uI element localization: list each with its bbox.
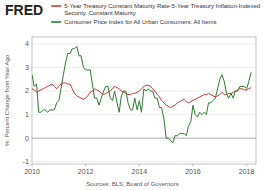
- grid-line: [32, 114, 256, 115]
- y-tick-label: -1: [23, 158, 29, 165]
- x-tick: [85, 164, 86, 167]
- x-tick: [246, 164, 247, 167]
- y-tick-label: 4: [25, 40, 29, 47]
- grid-line: [32, 161, 256, 162]
- x-tick-label: 2018: [239, 168, 255, 175]
- legend-entry: Consumer Price Index for All Urban Consu…: [64, 19, 216, 25]
- grid-line: [32, 67, 256, 68]
- x-axis-label: Sources: BLS, Board of Governors: [86, 181, 178, 187]
- grid-line: [32, 138, 256, 139]
- x-tick: [32, 164, 33, 167]
- y-tick-label: 1: [25, 111, 29, 118]
- legend-swatch: [51, 5, 61, 7]
- legend-swatch: [51, 21, 61, 23]
- x-tick-label: 2010: [24, 168, 40, 175]
- x-tick-label: 2016: [185, 168, 201, 175]
- x-tick-label: 2012: [78, 168, 94, 175]
- x-axis: 2010 2012 2014 2016 2018: [24, 164, 254, 175]
- legend-entry: 5-Year Treasury Constant Maturity Rate-5…: [64, 3, 260, 16]
- y-tick-label: 2: [25, 87, 29, 94]
- y-axis-label: %, Percent Change from Year Ago: [4, 54, 10, 146]
- x-tick-label: 2014: [132, 168, 148, 175]
- plot-frame: [32, 37, 256, 164]
- grid-line: [32, 44, 256, 45]
- y-axis: -1 0 1 2 3 4: [23, 40, 256, 165]
- x-tick: [192, 164, 193, 167]
- title: FRED: [5, 2, 43, 18]
- series-line: [32, 46, 251, 142]
- y-tick-label: 3: [25, 64, 29, 71]
- chart: FRED 5-Year Treasury Constant Maturity Ra…: [0, 0, 265, 190]
- x-tick: [139, 164, 140, 167]
- series-group: [32, 46, 251, 142]
- y-tick-label: 0: [25, 135, 29, 142]
- legend: 5-Year Treasury Constant Maturity Rate-5…: [51, 3, 260, 25]
